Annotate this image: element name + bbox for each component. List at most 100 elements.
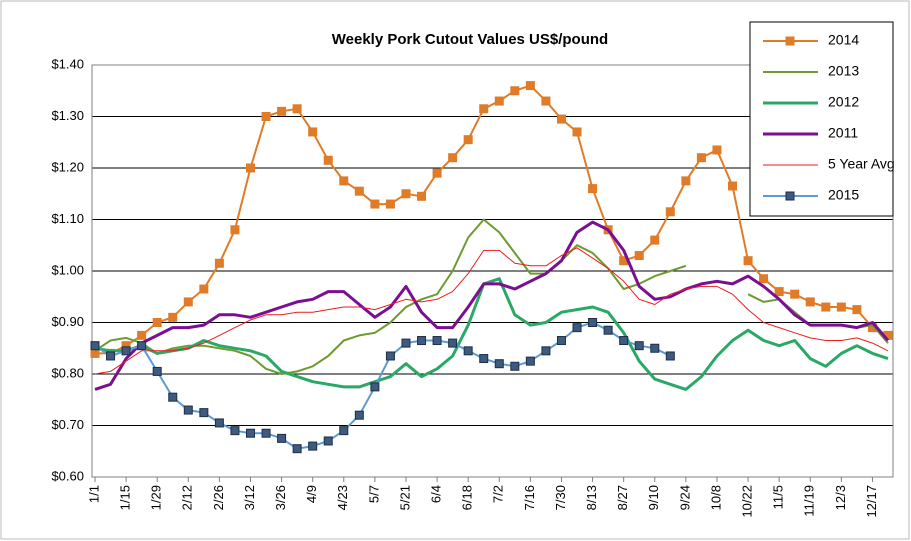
series-marker bbox=[541, 96, 551, 106]
series-marker bbox=[199, 284, 209, 294]
x-tick-label: 11/5 bbox=[771, 485, 786, 509]
series-marker bbox=[759, 274, 769, 284]
series-marker bbox=[245, 163, 255, 173]
series-marker bbox=[277, 433, 287, 443]
series-marker bbox=[370, 199, 380, 209]
legend-marker bbox=[785, 36, 795, 46]
x-tick-label: 3/26 bbox=[273, 485, 288, 510]
series-marker bbox=[354, 186, 364, 196]
series-marker bbox=[603, 325, 613, 335]
series-marker bbox=[339, 426, 349, 436]
series-marker bbox=[681, 176, 691, 186]
x-tick-label: 1/29 bbox=[149, 485, 164, 510]
legend-label: 2015 bbox=[828, 187, 859, 203]
series-marker bbox=[448, 153, 458, 163]
x-tick-label: 1/15 bbox=[118, 485, 133, 510]
legend-marker bbox=[785, 191, 795, 201]
series-marker bbox=[168, 312, 178, 322]
series-marker bbox=[525, 356, 535, 366]
series-marker bbox=[401, 338, 411, 348]
x-tick-label: 5/7 bbox=[366, 485, 381, 503]
y-tick-label: $1.30 bbox=[51, 108, 84, 123]
series-marker bbox=[339, 176, 349, 186]
x-tick-label: 12/3 bbox=[833, 485, 848, 510]
series-marker bbox=[168, 392, 178, 402]
series-marker bbox=[852, 305, 862, 315]
series-marker bbox=[385, 199, 395, 209]
series-marker bbox=[199, 408, 209, 418]
y-tick-label: $1.20 bbox=[51, 159, 84, 174]
series-marker bbox=[292, 444, 302, 454]
series-marker bbox=[572, 127, 582, 137]
series-line bbox=[95, 84, 889, 355]
series-marker bbox=[572, 323, 582, 333]
x-tick-label: 6/4 bbox=[429, 485, 444, 503]
series-marker bbox=[556, 336, 566, 346]
plot-area bbox=[91, 64, 894, 478]
series-marker bbox=[401, 189, 411, 199]
series-marker bbox=[417, 336, 427, 346]
y-tick-label: $0.90 bbox=[51, 314, 84, 329]
series-marker bbox=[183, 405, 193, 415]
x-tick-label: 12/17 bbox=[864, 485, 879, 518]
series-marker bbox=[805, 297, 815, 307]
x-tick-label: 9/10 bbox=[646, 485, 661, 510]
series-marker bbox=[214, 258, 224, 268]
series-marker bbox=[634, 251, 644, 261]
series-marker bbox=[121, 346, 131, 356]
x-tick-label: 10/22 bbox=[739, 485, 754, 518]
series-marker bbox=[728, 181, 738, 191]
series-marker bbox=[790, 289, 800, 299]
series-marker bbox=[463, 346, 473, 356]
series-marker bbox=[432, 168, 442, 178]
series-marker bbox=[370, 382, 380, 392]
series-marker bbox=[277, 106, 287, 116]
legend-label: 2011 bbox=[828, 125, 858, 141]
series-marker bbox=[137, 341, 147, 351]
series-marker bbox=[90, 341, 100, 351]
series-marker bbox=[696, 153, 706, 163]
x-tick-label: 8/27 bbox=[615, 485, 630, 510]
legend-box bbox=[749, 21, 894, 217]
series-marker bbox=[323, 436, 333, 446]
legend-label: 2014 bbox=[828, 32, 859, 48]
series-marker bbox=[137, 330, 147, 340]
legend-label: 2013 bbox=[828, 63, 859, 79]
series-marker bbox=[214, 418, 224, 428]
series-marker bbox=[774, 287, 784, 297]
x-tick-label: 4/23 bbox=[335, 485, 350, 510]
series-marker bbox=[588, 184, 598, 194]
series-marker bbox=[106, 351, 116, 361]
series-marker bbox=[308, 441, 318, 451]
x-tick-label: 11/19 bbox=[802, 485, 817, 517]
x-tick-label: 6/18 bbox=[460, 485, 475, 510]
y-tick-label: $0.70 bbox=[51, 417, 84, 432]
series-marker bbox=[541, 346, 551, 356]
series-marker bbox=[634, 341, 644, 351]
series-marker bbox=[588, 318, 598, 327]
series-marker bbox=[308, 127, 318, 137]
series-marker bbox=[525, 81, 535, 91]
series-line bbox=[94, 277, 889, 391]
y-tick-label: $0.60 bbox=[51, 468, 84, 483]
x-tick-label: 8/13 bbox=[584, 485, 599, 510]
x-tick-label: 10/8 bbox=[708, 485, 723, 510]
series-marker bbox=[292, 104, 302, 114]
series-marker bbox=[230, 426, 240, 436]
series-marker bbox=[821, 302, 831, 312]
y-tick-label: $1.00 bbox=[51, 262, 84, 277]
series-marker bbox=[152, 318, 162, 327]
series-marker bbox=[650, 235, 660, 245]
series-marker bbox=[556, 114, 566, 124]
series-marker bbox=[510, 86, 520, 96]
series-marker bbox=[836, 302, 846, 312]
series-marker bbox=[665, 351, 675, 361]
legend-label: 5 Year Avg bbox=[828, 156, 895, 172]
series-marker bbox=[261, 112, 271, 121]
x-tick-label: 1/1 bbox=[86, 485, 101, 503]
series-marker bbox=[152, 366, 162, 376]
chart-title: Weekly Pork Cutout Values US$/pound bbox=[332, 31, 608, 48]
series-marker bbox=[510, 361, 520, 371]
series-line bbox=[94, 247, 889, 375]
